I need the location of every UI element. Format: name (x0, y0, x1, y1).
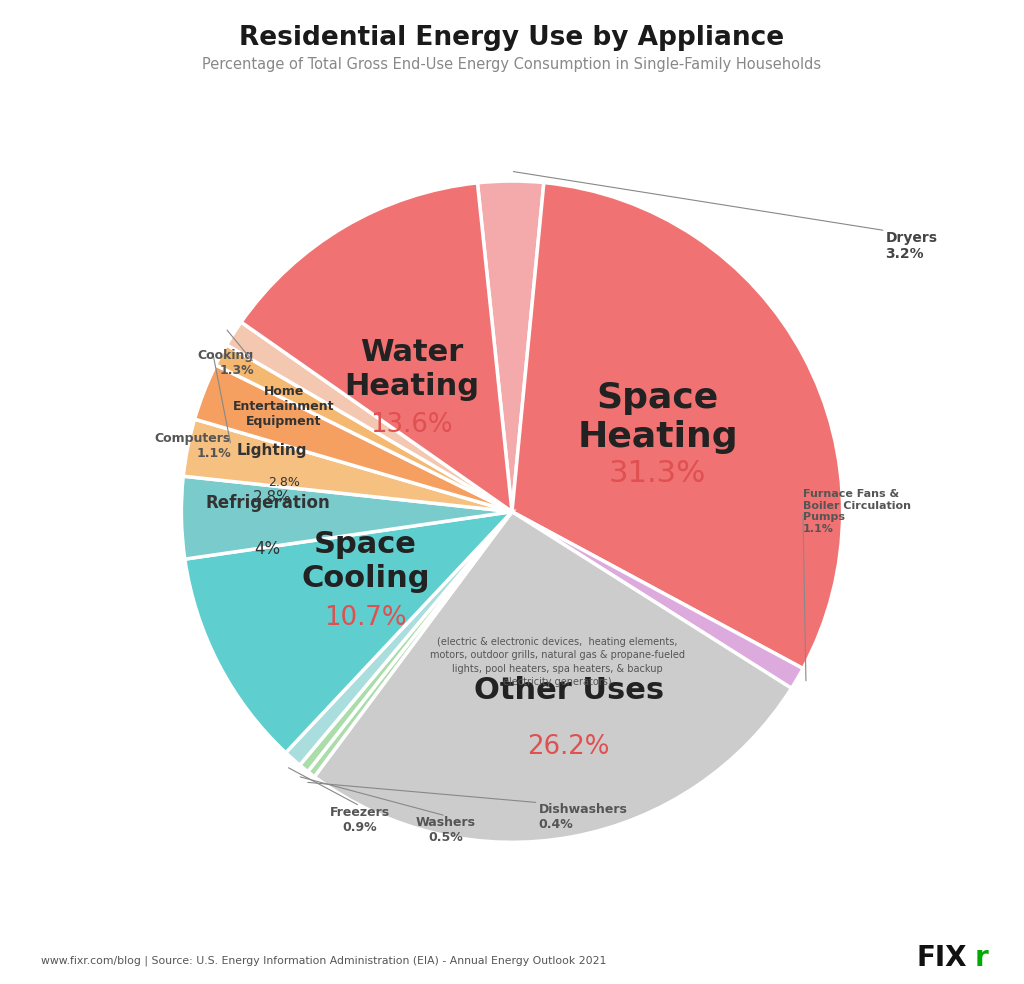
Wedge shape (181, 476, 512, 559)
Text: Dryers
3.2%: Dryers 3.2% (886, 230, 938, 261)
Text: www.fixr.com/blog | Source: U.S. Energy Information Administration (EIA) - Annua: www.fixr.com/blog | Source: U.S. Energy … (41, 955, 606, 966)
Text: Other Uses: Other Uses (473, 676, 664, 706)
Wedge shape (314, 512, 792, 842)
Text: (electric & electronic devices,  heating elements,
motors, outdoor grills, natur: (electric & electronic devices, heating … (430, 638, 685, 687)
Text: Dishwashers
0.4%: Dishwashers 0.4% (539, 803, 628, 830)
Text: Computers
1.1%: Computers 1.1% (155, 432, 231, 460)
Text: Space
Cooling: Space Cooling (301, 530, 430, 593)
Text: Water
Heating: Water Heating (344, 338, 479, 400)
Text: Washers
0.5%: Washers 0.5% (416, 816, 476, 844)
Text: 2.8%: 2.8% (253, 490, 292, 505)
Wedge shape (183, 419, 512, 512)
Wedge shape (512, 183, 843, 668)
Text: Cooking
1.3%: Cooking 1.3% (198, 349, 254, 377)
Text: Residential Energy Use by Appliance: Residential Energy Use by Appliance (240, 25, 784, 50)
Wedge shape (184, 512, 512, 753)
Text: Lighting: Lighting (237, 444, 307, 459)
Wedge shape (216, 344, 512, 512)
Text: 2.8%: 2.8% (268, 476, 300, 489)
Wedge shape (477, 181, 544, 512)
Wedge shape (286, 512, 512, 766)
Text: Freezers
0.9%: Freezers 0.9% (330, 806, 390, 833)
Wedge shape (308, 512, 512, 776)
Text: Space
Heating: Space Heating (578, 381, 738, 454)
Text: Percentage of Total Gross End-Use Energy Consumption in Single-Family Households: Percentage of Total Gross End-Use Energy… (203, 57, 821, 72)
Text: 31.3%: 31.3% (609, 460, 707, 488)
Text: Furnace Fans &
Boiler Circulation
Pumps
1.1%: Furnace Fans & Boiler Circulation Pumps … (803, 489, 911, 534)
Text: Home
Entertainment
Equipment: Home Entertainment Equipment (233, 385, 335, 428)
Text: 13.6%: 13.6% (371, 412, 453, 439)
Wedge shape (195, 365, 512, 512)
Text: Refrigeration: Refrigeration (205, 494, 330, 512)
Wedge shape (512, 512, 803, 688)
Text: FIX: FIX (916, 945, 967, 972)
Text: 4%: 4% (254, 540, 281, 558)
Wedge shape (300, 512, 512, 771)
Wedge shape (226, 322, 512, 512)
Text: r: r (975, 945, 988, 972)
Wedge shape (241, 183, 512, 512)
Text: 26.2%: 26.2% (527, 734, 609, 760)
Text: 10.7%: 10.7% (325, 605, 407, 631)
